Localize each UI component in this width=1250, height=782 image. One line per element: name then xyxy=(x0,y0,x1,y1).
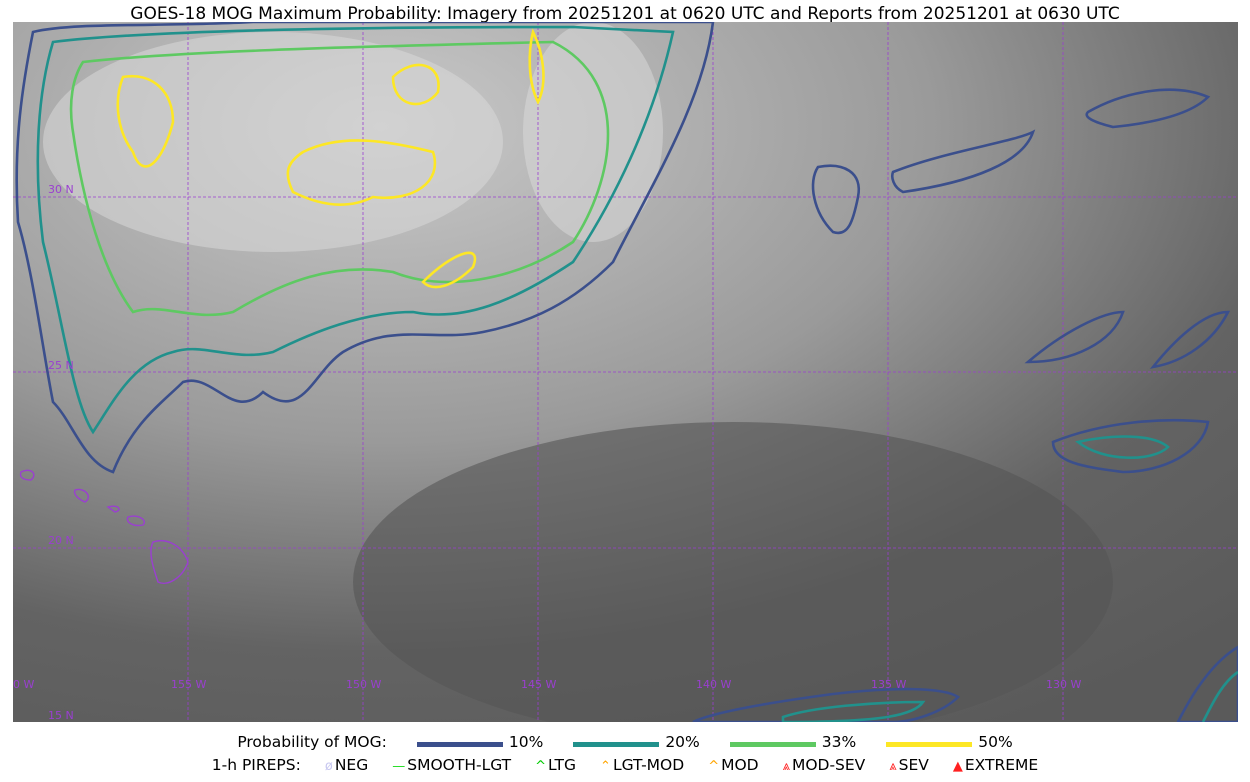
legend-level-label: 20% xyxy=(665,733,700,751)
contour-50a xyxy=(116,74,175,168)
longitude-label: 150 W xyxy=(346,678,381,691)
ltg-icon: ^ xyxy=(535,759,547,774)
legend-swatch-2 xyxy=(729,742,816,747)
latitude-label: 15 N xyxy=(48,709,74,722)
legend-level-label: 33% xyxy=(821,733,857,751)
mod-icon: ^ xyxy=(708,759,720,774)
pirep-label: SMOOTH-LGT xyxy=(407,756,512,774)
contour-east-3 xyxy=(811,164,861,235)
contour-se-b xyxy=(1201,670,1238,722)
hawaii-coastline xyxy=(19,469,189,584)
latitude-label: 20 N xyxy=(48,534,74,547)
lgt-mod-icon: ⌃ xyxy=(600,759,611,774)
island-outline xyxy=(126,515,145,527)
probability-legend: Probability of MOG: 10% 20% 33% 50% xyxy=(0,733,1250,751)
neg-icon: ø xyxy=(324,759,333,774)
longitude-label: 155 W xyxy=(171,678,206,691)
contour-east-1 xyxy=(891,129,1036,194)
pirep-types: ø NEG — SMOOTH-LGT ^ LTG ⌃ LGT-MOD ^ MOD ⩓ MOD-SEV ⩓… xyxy=(301,756,1038,774)
lat-lon-grid xyxy=(13,22,1238,722)
dry-air-region xyxy=(353,422,1113,722)
latitude-label: 25 N xyxy=(48,359,74,372)
contour-50d xyxy=(421,251,477,289)
legend-swatch-0 xyxy=(416,742,503,747)
contour-33 xyxy=(69,40,610,317)
satellite-map: 160 W 155 W 150 W 145 W 140 W 135 W 130 W 30 N 2… xyxy=(13,22,1238,722)
longitude-label: 145 W xyxy=(521,678,556,691)
island-outline xyxy=(73,488,89,503)
contour-10 xyxy=(15,22,715,474)
pireps-legend: 1-h PIREPS: ø NEG — SMOOTH-LGT ^ LTG ⌃ LGT-MOD ^… xyxy=(0,756,1250,774)
mog-probability-contours xyxy=(15,22,1238,722)
longitude-label: 130 W xyxy=(1046,678,1081,691)
legend-level-label: 50% xyxy=(978,733,1013,751)
contour-south-b xyxy=(781,700,926,722)
contour-south xyxy=(692,687,961,722)
island-outline xyxy=(150,540,189,584)
contour-east-4 xyxy=(1051,418,1210,474)
pirep-label: NEG xyxy=(334,756,369,774)
contour-east-5 xyxy=(1024,310,1125,364)
pireps-legend-label: 1-h PIREPS: xyxy=(211,756,301,774)
mod-sev-icon: ⩓ xyxy=(782,759,790,774)
pirep-label: LGT-MOD xyxy=(612,756,685,774)
latitude-label: 30 N xyxy=(48,183,74,196)
pirep-label: MOD xyxy=(721,756,759,774)
contour-50e xyxy=(528,28,545,105)
legend-level-label: 10% xyxy=(508,733,544,751)
contour-50b xyxy=(286,139,437,206)
contour-east-2 xyxy=(1085,88,1211,129)
sev-icon: ⩓ xyxy=(889,759,897,774)
legend-swatch-3 xyxy=(886,742,973,747)
contour-20 xyxy=(36,25,675,435)
island-outline xyxy=(106,505,120,513)
pirep-label: SEV xyxy=(898,756,929,774)
pirep-label: EXTREME xyxy=(964,756,1039,774)
longitude-label: 160 W xyxy=(13,678,34,691)
grid-labels: 160 W 155 W 150 W 145 W 140 W 135 W 130 W 30 N 2… xyxy=(13,183,1081,722)
smooth-lgt-icon: — xyxy=(392,759,406,774)
legend-swatch-1 xyxy=(573,742,660,747)
bright-cloud-region xyxy=(523,22,663,242)
island-outline xyxy=(19,469,35,481)
contour-50c xyxy=(391,63,440,106)
probability-levels: 10% 20% 33% 50% xyxy=(387,733,1013,751)
probability-legend-label: Probability of MOG: xyxy=(237,733,387,751)
pirep-label: MOD-SEV xyxy=(791,756,866,774)
bright-cloud-region xyxy=(43,32,503,252)
longitude-label: 135 W xyxy=(871,678,906,691)
contour-east-6 xyxy=(1149,310,1231,369)
map-title: GOES-18 MOG Maximum Probability: Imagery… xyxy=(130,4,1120,24)
pirep-label: LTG xyxy=(548,756,577,774)
extreme-icon: ▲ xyxy=(952,759,963,774)
contour-se xyxy=(1176,645,1238,722)
longitude-label: 140 W xyxy=(696,678,731,691)
contour-east-4b xyxy=(1075,435,1170,459)
